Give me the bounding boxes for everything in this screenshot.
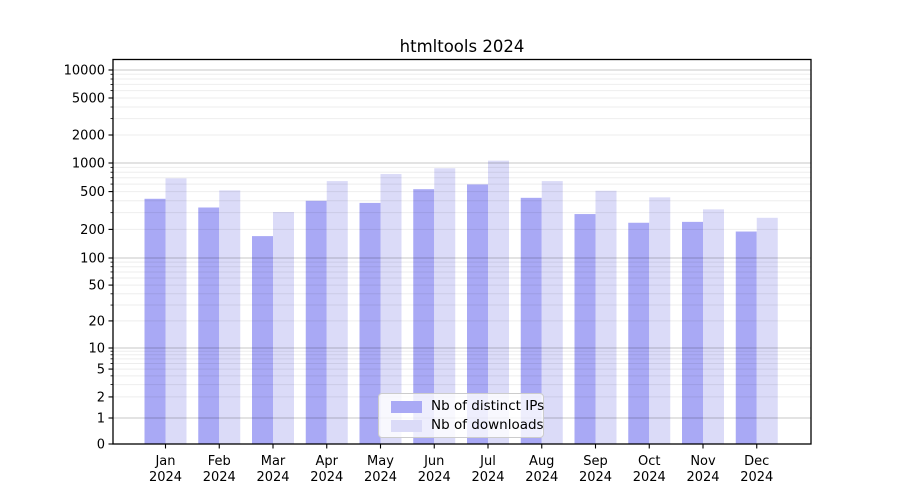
x-tick-label-month: Aug	[529, 454, 554, 469]
bar-downloads-sep	[595, 190, 617, 444]
x-tick-label-year: 2024	[579, 470, 612, 485]
bar-downloads-oct	[649, 197, 671, 444]
y-tick-label: 100	[80, 252, 105, 267]
y-tick-label: 5000	[72, 92, 105, 107]
x-tick-label-year: 2024	[471, 470, 504, 485]
bar-downloads-jun	[434, 168, 456, 444]
bar-downloads-apr	[326, 181, 348, 444]
bar-ips-aug	[520, 197, 542, 444]
y-tick-label: 10	[88, 342, 105, 357]
x-tick-label-year: 2024	[740, 470, 773, 485]
y-tick-label: 5	[97, 363, 105, 378]
y-tick-label: 1000	[72, 157, 105, 172]
bar-downloads-nov	[703, 209, 724, 444]
bar-ips-apr	[305, 200, 327, 444]
bar-ips-sep	[574, 214, 596, 444]
bar-downloads-jul	[488, 160, 509, 444]
x-tick-label-month: Nov	[690, 454, 716, 469]
bar-downloads-aug	[541, 181, 563, 444]
bar-ips-jun	[413, 189, 435, 444]
x-tick-label-month: Jun	[423, 454, 444, 469]
y-tick-label: 20	[88, 314, 105, 329]
y-tick-label: 500	[80, 185, 105, 200]
x-tick-label-month: Mar	[261, 454, 286, 469]
x-tick-label-year: 2024	[525, 470, 558, 485]
x-tick-label-month: Feb	[208, 454, 231, 469]
x-tick-label-year: 2024	[256, 470, 289, 485]
bar-ips-jan	[144, 198, 166, 444]
x-tick-label-month: Dec	[744, 454, 769, 469]
bar-downloads-dec	[756, 217, 778, 444]
bar-ips-nov	[682, 221, 703, 444]
legend-swatch-distinct-ips-icon	[391, 400, 422, 413]
plot-area: 012510205010020050010002000500010000Jan2…	[64, 58, 812, 485]
y-tick-label: 10000	[64, 64, 105, 79]
x-tick-label-month: Jan	[154, 454, 175, 469]
legend-item-distinct-ips: Nb of distinct IPs	[391, 397, 544, 416]
legend-swatch-downloads-icon	[391, 419, 422, 432]
x-tick-label-year: 2024	[203, 470, 236, 485]
bar-downloads-jan	[165, 178, 187, 444]
bar-ips-dec	[735, 231, 757, 444]
x-tick-label-year: 2024	[310, 470, 343, 485]
bar-ips-oct	[628, 222, 650, 444]
x-tick-label-month: Jul	[479, 454, 496, 469]
x-tick-label-year: 2024	[686, 470, 719, 485]
bar-ips-may	[359, 202, 381, 444]
bar-ips-feb	[198, 207, 220, 444]
x-tick-label-month: May	[367, 454, 394, 469]
bar-downloads-feb	[219, 190, 241, 444]
x-tick-label-year: 2024	[418, 470, 451, 485]
x-tick-label-month: Sep	[583, 454, 608, 469]
legend: Nb of distinct IPs Nb of downloads	[378, 393, 544, 438]
x-tick-label-month: Oct	[638, 454, 660, 469]
bar-downloads-mar	[273, 211, 294, 444]
y-tick-label: 1	[97, 412, 105, 427]
legend-label-distinct-ips: Nb of distinct IPs	[431, 398, 545, 414]
y-tick-label: 200	[80, 223, 105, 238]
bar-ips-mar	[252, 236, 273, 444]
axes-spines	[112, 58, 812, 445]
y-tick-label: 2000	[72, 129, 105, 144]
chart-title: htmltools 2024	[400, 37, 525, 56]
x-tick-label-year: 2024	[633, 470, 666, 485]
legend-label-downloads: Nb of downloads	[431, 417, 544, 433]
y-tick-label: 2	[97, 390, 105, 405]
bar-downloads-may	[380, 174, 402, 445]
y-tick-label: 50	[88, 279, 105, 294]
x-tick-label-year: 2024	[364, 470, 397, 485]
bar-ips-jul	[467, 184, 488, 445]
x-tick-label-month: Apr	[316, 454, 339, 469]
x-tick-label-year: 2024	[149, 470, 182, 485]
legend-item-downloads: Nb of downloads	[391, 416, 544, 435]
y-tick-label: 0	[97, 438, 105, 453]
